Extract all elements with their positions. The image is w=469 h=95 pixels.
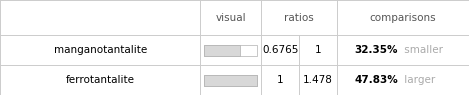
Text: smaller: smaller xyxy=(401,45,443,55)
Text: 47.83%: 47.83% xyxy=(355,75,398,85)
Bar xyxy=(204,45,240,56)
Text: comparisons: comparisons xyxy=(370,13,436,23)
Text: 1.478: 1.478 xyxy=(303,75,333,85)
Text: ratios: ratios xyxy=(284,13,314,23)
Bar xyxy=(204,75,257,86)
Text: 0.6765: 0.6765 xyxy=(262,45,298,55)
Text: 32.35%: 32.35% xyxy=(355,45,398,55)
Text: ferrotantalite: ferrotantalite xyxy=(66,75,135,85)
Text: 1: 1 xyxy=(277,75,284,85)
Text: larger: larger xyxy=(401,75,435,85)
Bar xyxy=(204,45,257,56)
Text: 1: 1 xyxy=(315,45,321,55)
Bar xyxy=(204,75,257,86)
Text: manganotantalite: manganotantalite xyxy=(53,45,147,55)
Text: visual: visual xyxy=(215,13,246,23)
